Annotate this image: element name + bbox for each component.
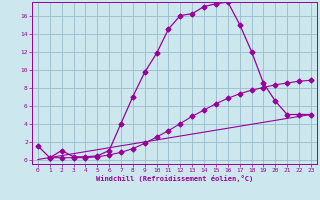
- X-axis label: Windchill (Refroidissement éolien,°C): Windchill (Refroidissement éolien,°C): [96, 175, 253, 182]
